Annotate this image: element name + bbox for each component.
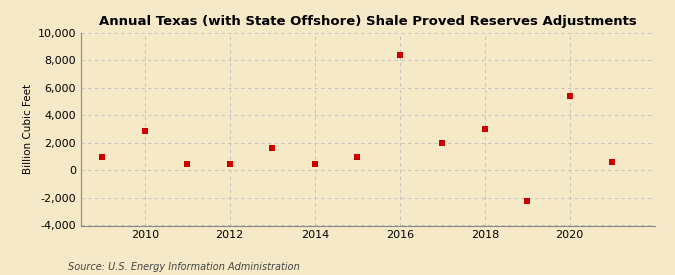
Text: Source: U.S. Energy Information Administration: Source: U.S. Energy Information Administ…: [68, 262, 299, 272]
Point: [182, 161, 192, 166]
Point: [224, 161, 235, 166]
Y-axis label: Billion Cubic Feet: Billion Cubic Feet: [24, 84, 34, 174]
Point: [352, 155, 362, 159]
Point: [309, 161, 320, 166]
Point: [522, 199, 533, 203]
Point: [267, 146, 277, 151]
Point: [394, 53, 405, 57]
Point: [139, 128, 150, 133]
Point: [564, 94, 575, 98]
Point: [607, 160, 618, 164]
Title: Annual Texas (with State Offshore) Shale Proved Reserves Adjustments: Annual Texas (with State Offshore) Shale…: [99, 15, 637, 28]
Point: [437, 141, 448, 145]
Point: [479, 127, 490, 131]
Point: [97, 155, 107, 159]
